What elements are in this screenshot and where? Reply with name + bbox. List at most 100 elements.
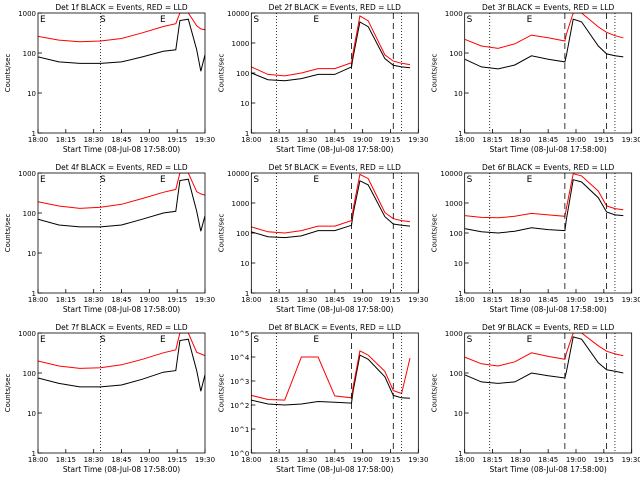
- y-tick-label: 100: [449, 370, 462, 378]
- y-tick-label: 1000: [18, 170, 36, 178]
- annotation-label: E: [313, 15, 319, 25]
- series-line-lld: [251, 15, 411, 77]
- x-tick-label: 18:00: [28, 136, 48, 144]
- x-axis-label: Start Time (08-Jul-08 17:58:00): [276, 145, 393, 154]
- annotation-label: E: [313, 175, 319, 185]
- y-axis-label: Counts/sec: [4, 374, 12, 413]
- x-tick-label: 18:45: [538, 456, 558, 464]
- x-tick-label: 19:30: [195, 136, 215, 144]
- series-line-lld: [38, 173, 205, 209]
- x-tick-label: 18:00: [455, 136, 475, 144]
- x-tick-label: 18:00: [241, 296, 261, 304]
- x-axis-label: Start Time (08-Jul-08 17:58:00): [63, 305, 180, 314]
- y-tick-label: 10000: [440, 170, 462, 178]
- x-tick-label: 19:15: [380, 456, 400, 464]
- x-tick-label: 19:30: [408, 296, 428, 304]
- annotation-label: S: [467, 335, 473, 345]
- annotation-label: S: [467, 175, 473, 185]
- y-tick-label: 100: [236, 70, 249, 78]
- x-tick-label: 19:00: [139, 456, 159, 464]
- series-line-events: [251, 354, 411, 406]
- y-axis-label: Counts/sec: [431, 374, 439, 413]
- annotation-label: E: [40, 15, 46, 25]
- y-axis-label: Counts/sec: [431, 214, 439, 253]
- y-tick-label: 1000: [18, 10, 36, 18]
- annotation-label: E: [313, 335, 319, 345]
- chart-title: Det 7f BLACK = Events, RED = LLD: [55, 323, 188, 332]
- chart-panel-7: Det 7f BLACK = Events, RED = LLD E S E 18:00…: [4, 323, 215, 474]
- series-line-events: [38, 178, 205, 232]
- y-tick-label: 1000: [232, 40, 250, 48]
- y-tick-label: 100: [449, 230, 462, 238]
- y-tick-label: 1: [32, 290, 36, 298]
- x-tick-label: 19:30: [195, 296, 215, 304]
- x-tick-label: 19:00: [566, 456, 586, 464]
- x-tick-label: 18:30: [297, 136, 317, 144]
- x-tick-label: 19:15: [167, 296, 187, 304]
- plot-frame: [37, 332, 206, 454]
- y-tick-label: 1: [32, 130, 36, 138]
- series-line-lld: [251, 350, 411, 401]
- x-axis-label: Start Time (08-Jul-08 17:58:00): [276, 465, 393, 474]
- x-tick-label: 19:15: [167, 456, 187, 464]
- x-tick-label: 19:00: [353, 136, 373, 144]
- y-tick-label: 1: [245, 290, 249, 298]
- y-tick-label: 1: [245, 130, 249, 138]
- x-tick-label: 18:00: [28, 456, 48, 464]
- y-axis-label: Counts/sec: [4, 214, 12, 253]
- series-line-events: [464, 18, 624, 70]
- x-tick-label: 18:15: [56, 456, 76, 464]
- x-axis-label: Start Time (08-Jul-08 17:58:00): [489, 145, 606, 154]
- y-axis-label: Counts/sec: [217, 214, 225, 253]
- x-tick-label: 18:00: [455, 456, 475, 464]
- x-tick-label: 18:30: [84, 296, 104, 304]
- annotation-label: E: [160, 335, 166, 345]
- x-tick-label: 18:15: [269, 296, 289, 304]
- annotation-label: S: [100, 335, 106, 345]
- annotation-label: E: [160, 15, 166, 25]
- x-tick-label: 18:15: [482, 296, 502, 304]
- x-tick-label: 19:30: [622, 136, 640, 144]
- x-tick-label: 19:30: [408, 456, 428, 464]
- plot-frame: [37, 12, 206, 134]
- x-tick-label: 18:30: [297, 296, 317, 304]
- x-tick-label: 19:15: [380, 136, 400, 144]
- y-tick-label: 10: [240, 260, 249, 268]
- x-tick-label: 18:30: [297, 456, 317, 464]
- x-tick-label: 19:30: [408, 136, 428, 144]
- x-tick-label: 18:45: [325, 296, 345, 304]
- x-tick-label: 19:30: [195, 456, 215, 464]
- y-tick-label: 10000: [227, 10, 249, 18]
- y-axis-label: Counts/sec: [217, 54, 225, 93]
- annotation-label: S: [100, 15, 106, 25]
- y-tick-label: 10^5: [230, 330, 249, 338]
- x-tick-label: 19:00: [139, 296, 159, 304]
- y-tick-label: 10: [454, 260, 463, 268]
- y-tick-label: 1000: [445, 330, 463, 338]
- x-tick-label: 18:30: [84, 456, 104, 464]
- y-tick-label: 10^4: [230, 354, 250, 362]
- annotation-label: E: [160, 175, 166, 185]
- x-tick-label: 18:45: [111, 136, 131, 144]
- x-tick-label: 18:00: [455, 296, 475, 304]
- y-axis-label: Counts/sec: [217, 374, 225, 413]
- y-tick-label: 100: [23, 210, 36, 218]
- annotation-label: E: [527, 335, 533, 345]
- annotation-label: S: [467, 15, 473, 25]
- y-tick-label: 10: [240, 100, 249, 108]
- x-tick-label: 19:00: [353, 296, 373, 304]
- series-line-events: [38, 18, 205, 72]
- chart-title: Det 9f BLACK = Events, RED = LLD: [482, 323, 615, 332]
- x-tick-label: 18:00: [241, 136, 261, 144]
- x-tick-label: 19:15: [594, 456, 614, 464]
- plot-frame: [37, 172, 206, 294]
- x-tick-label: 18:00: [241, 456, 261, 464]
- y-tick-label: 10: [27, 410, 36, 418]
- x-tick-label: 19:00: [566, 296, 586, 304]
- y-tick-label: 10: [454, 410, 463, 418]
- chart-title: Det 2f BLACK = Events, RED = LLD: [269, 3, 402, 12]
- y-tick-label: 1: [32, 450, 36, 458]
